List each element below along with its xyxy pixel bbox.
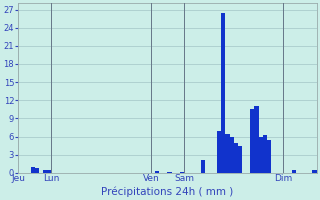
Bar bbox=[250, 109, 254, 173]
Bar bbox=[201, 160, 205, 173]
Bar bbox=[234, 143, 238, 173]
Bar bbox=[35, 168, 39, 173]
Bar bbox=[180, 172, 184, 173]
Bar bbox=[259, 137, 263, 173]
X-axis label: Précipitations 24h ( mm ): Précipitations 24h ( mm ) bbox=[101, 186, 234, 197]
Bar bbox=[47, 170, 52, 173]
Bar bbox=[312, 170, 316, 173]
Bar bbox=[155, 171, 159, 173]
Bar bbox=[229, 137, 234, 173]
Bar bbox=[254, 106, 259, 173]
Bar bbox=[292, 170, 296, 173]
Bar bbox=[221, 13, 225, 173]
Bar bbox=[43, 170, 47, 173]
Bar bbox=[238, 146, 242, 173]
Bar bbox=[225, 134, 229, 173]
Bar bbox=[31, 167, 35, 173]
Bar bbox=[167, 172, 172, 173]
Bar bbox=[263, 135, 267, 173]
Bar bbox=[217, 131, 221, 173]
Bar bbox=[267, 140, 271, 173]
